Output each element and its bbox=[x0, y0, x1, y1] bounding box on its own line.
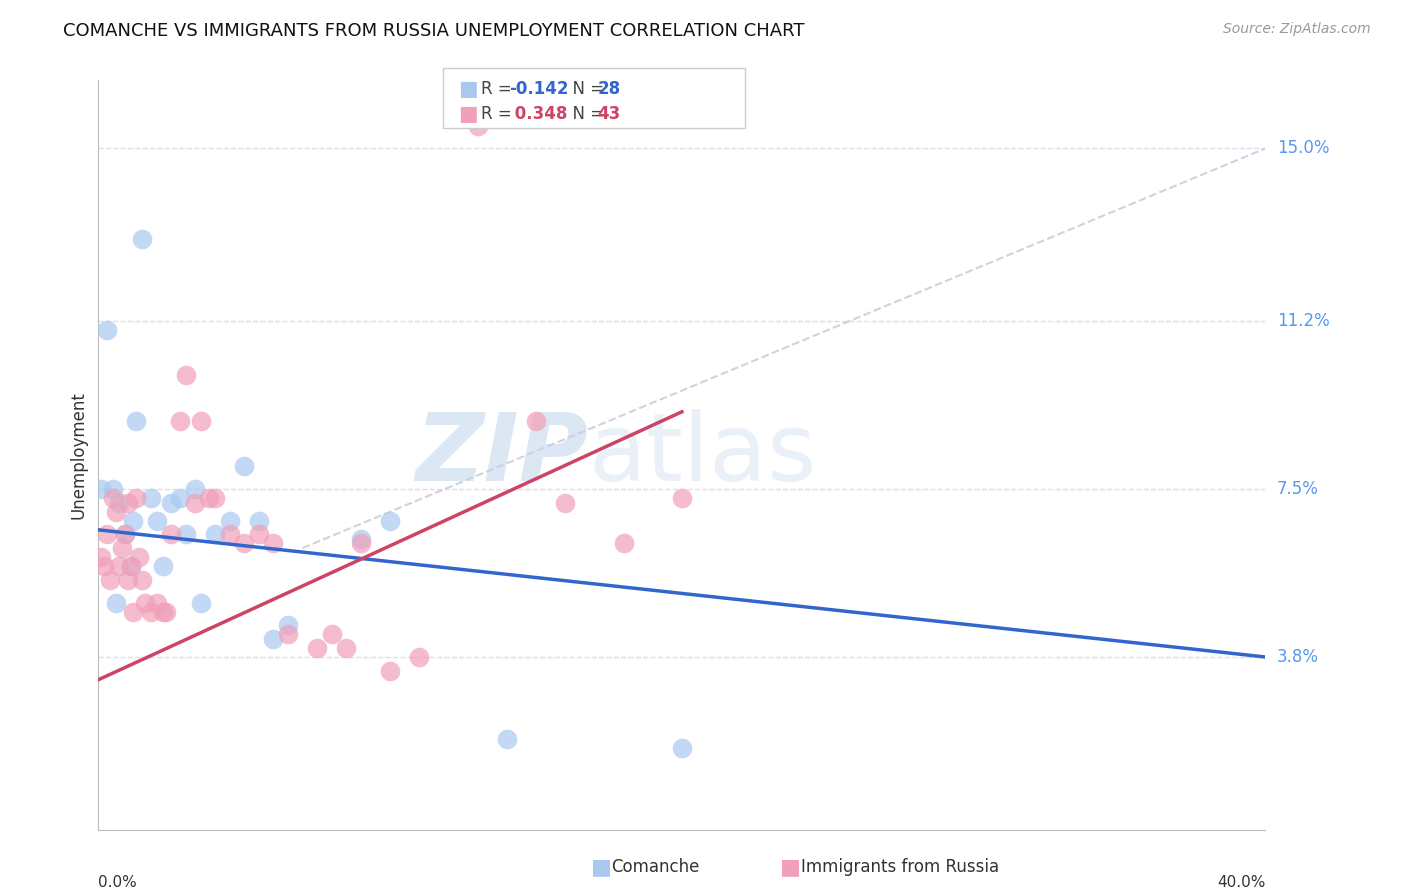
Text: 15.0%: 15.0% bbox=[1277, 139, 1330, 157]
Point bbox=[139, 605, 162, 619]
Text: R =: R = bbox=[481, 105, 517, 123]
Point bbox=[120, 559, 142, 574]
Point bbox=[96, 527, 118, 541]
Text: 28: 28 bbox=[598, 80, 620, 98]
Point bbox=[380, 514, 402, 528]
Point bbox=[190, 595, 212, 609]
Point bbox=[117, 573, 139, 587]
Point bbox=[524, 414, 547, 428]
Text: ■: ■ bbox=[591, 857, 612, 877]
Point bbox=[350, 536, 373, 550]
Point bbox=[146, 514, 169, 528]
Point bbox=[380, 664, 402, 678]
Point bbox=[125, 414, 148, 428]
Text: 43: 43 bbox=[598, 105, 621, 123]
Point bbox=[90, 482, 112, 496]
Point bbox=[93, 559, 115, 574]
Point bbox=[122, 514, 145, 528]
Text: atlas: atlas bbox=[589, 409, 817, 501]
Point bbox=[350, 532, 373, 546]
Point bbox=[183, 482, 205, 496]
Point bbox=[125, 491, 148, 505]
Point bbox=[90, 550, 112, 565]
Point bbox=[160, 527, 183, 541]
Text: -0.142: -0.142 bbox=[509, 80, 568, 98]
Text: Immigrants from Russia: Immigrants from Russia bbox=[801, 858, 1000, 876]
Point bbox=[169, 414, 191, 428]
Text: 0.348: 0.348 bbox=[509, 105, 568, 123]
Point bbox=[554, 495, 576, 509]
Point bbox=[233, 459, 256, 474]
Point bbox=[134, 595, 156, 609]
Point bbox=[262, 632, 284, 646]
Point bbox=[277, 627, 299, 641]
Point bbox=[169, 491, 191, 505]
Point bbox=[155, 605, 177, 619]
Text: ■: ■ bbox=[458, 79, 478, 99]
Point bbox=[204, 527, 226, 541]
Point bbox=[131, 232, 153, 246]
Point bbox=[204, 491, 226, 505]
Text: ■: ■ bbox=[780, 857, 801, 877]
Text: 7.5%: 7.5% bbox=[1277, 480, 1319, 498]
Point bbox=[108, 559, 131, 574]
Text: Comanche: Comanche bbox=[612, 858, 700, 876]
Point bbox=[247, 514, 270, 528]
Point bbox=[496, 731, 519, 746]
Point bbox=[104, 505, 127, 519]
Point bbox=[146, 595, 169, 609]
Point bbox=[114, 527, 136, 541]
Y-axis label: Unemployment: Unemployment bbox=[69, 391, 87, 519]
Text: ■: ■ bbox=[458, 104, 478, 124]
Point bbox=[247, 527, 270, 541]
Point bbox=[101, 482, 124, 496]
Point bbox=[174, 368, 197, 383]
Point bbox=[335, 640, 357, 655]
Point bbox=[190, 414, 212, 428]
Text: ZIP: ZIP bbox=[416, 409, 589, 501]
Point bbox=[98, 573, 121, 587]
Point bbox=[104, 595, 127, 609]
Point bbox=[128, 550, 150, 565]
Text: 11.2%: 11.2% bbox=[1277, 312, 1330, 330]
Point bbox=[277, 618, 299, 632]
Point bbox=[111, 541, 134, 555]
Text: COMANCHE VS IMMIGRANTS FROM RUSSIA UNEMPLOYMENT CORRELATION CHART: COMANCHE VS IMMIGRANTS FROM RUSSIA UNEMP… bbox=[63, 22, 804, 40]
Point bbox=[408, 650, 430, 665]
Point bbox=[218, 527, 240, 541]
Point bbox=[117, 495, 139, 509]
Point bbox=[122, 605, 145, 619]
Point bbox=[218, 514, 240, 528]
Point bbox=[321, 627, 343, 641]
Point bbox=[139, 491, 162, 505]
Point bbox=[198, 491, 221, 505]
Point bbox=[262, 536, 284, 550]
Point bbox=[152, 605, 174, 619]
Point bbox=[96, 323, 118, 337]
Point bbox=[183, 495, 205, 509]
Point bbox=[131, 573, 153, 587]
Text: 3.8%: 3.8% bbox=[1277, 648, 1319, 666]
Text: R =: R = bbox=[481, 80, 517, 98]
Point bbox=[233, 536, 256, 550]
Point bbox=[307, 640, 329, 655]
Point bbox=[671, 740, 693, 755]
Point bbox=[671, 491, 693, 505]
Point bbox=[160, 495, 183, 509]
Point bbox=[120, 559, 142, 574]
Text: N =: N = bbox=[562, 80, 610, 98]
Point bbox=[152, 559, 174, 574]
Point bbox=[467, 119, 489, 133]
Point bbox=[101, 491, 124, 505]
Point bbox=[108, 495, 131, 509]
Point bbox=[612, 536, 634, 550]
Text: 0.0%: 0.0% bbox=[98, 875, 138, 890]
Text: N =: N = bbox=[562, 105, 610, 123]
Text: 40.0%: 40.0% bbox=[1218, 875, 1265, 890]
Text: Source: ZipAtlas.com: Source: ZipAtlas.com bbox=[1223, 22, 1371, 37]
Point bbox=[174, 527, 197, 541]
Point bbox=[114, 527, 136, 541]
